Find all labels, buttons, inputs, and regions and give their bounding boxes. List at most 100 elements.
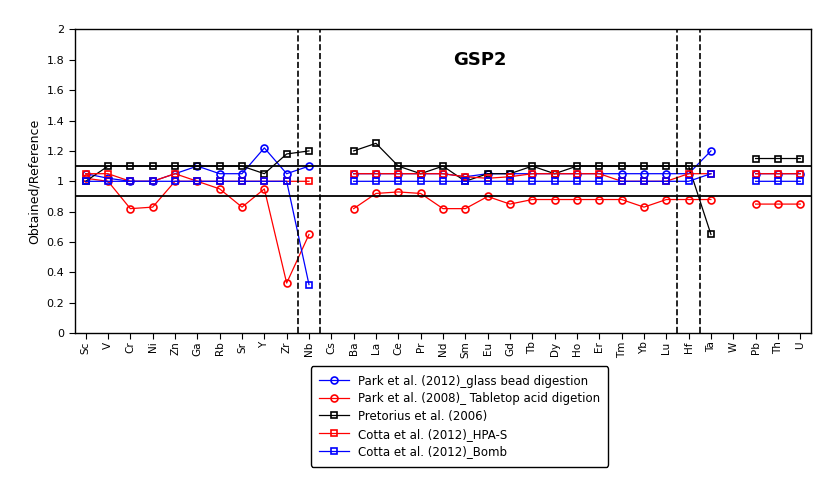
Park et al. (2012)_glass bead digestion: [504, 171, 514, 177]
Cotta et al. (2012)_Bomb: [571, 178, 581, 184]
Pretorius et al. (2006): [348, 148, 358, 154]
Cotta et al. (2012)_Bomb: [237, 178, 246, 184]
Cotta et al. (2012)_HPA-S: [437, 171, 447, 177]
Cotta et al. (2012)_HPA-S: [705, 171, 715, 177]
Park et al. (2012)_glass bead digestion: [348, 171, 358, 177]
Park et al. (2008)_ Tabletop acid digetion: [393, 189, 403, 195]
Cotta et al. (2012)_HPA-S: [527, 171, 537, 177]
Cotta et al. (2012)_HPA-S: [772, 171, 782, 177]
Park et al. (2012)_glass bead digestion: [795, 171, 805, 177]
Park et al. (2008)_ Tabletop acid digetion: [616, 196, 626, 202]
Cotta et al. (2012)_Bomb: [705, 171, 715, 177]
Cotta et al. (2012)_Bomb: [170, 178, 179, 184]
Cotta et al. (2012)_HPA-S: [616, 178, 626, 184]
Park et al. (2008)_ Tabletop acid digetion: [705, 196, 715, 202]
Park et al. (2012)_glass bead digestion: [460, 174, 470, 180]
Line: Cotta et al. (2012)_Bomb: Cotta et al. (2012)_Bomb: [82, 170, 803, 288]
Pretorius et al. (2006): [192, 163, 202, 169]
Park et al. (2008)_ Tabletop acid digetion: [795, 201, 805, 207]
Y-axis label: Obtained/Reference: Obtained/Reference: [28, 119, 41, 244]
Park et al. (2008)_ Tabletop acid digetion: [638, 204, 648, 210]
Cotta et al. (2012)_Bomb: [80, 178, 90, 184]
Park et al. (2012)_glass bead digestion: [147, 178, 157, 184]
Pretorius et al. (2006): [549, 171, 559, 177]
Park et al. (2012)_glass bead digestion: [772, 171, 782, 177]
Park et al. (2008)_ Tabletop acid digetion: [437, 206, 447, 212]
Park et al. (2012)_glass bead digestion: [103, 175, 112, 181]
Park et al. (2012)_glass bead digestion: [125, 178, 135, 184]
Park et al. (2012)_glass bead digestion: [750, 171, 760, 177]
Cotta et al. (2012)_HPA-S: [170, 171, 179, 177]
Park et al. (2008)_ Tabletop acid digetion: [80, 175, 90, 181]
Park et al. (2008)_ Tabletop acid digetion: [125, 206, 135, 212]
Cotta et al. (2012)_Bomb: [214, 178, 224, 184]
Cotta et al. (2012)_Bomb: [437, 178, 447, 184]
Park et al. (2008)_ Tabletop acid digetion: [259, 186, 269, 192]
Cotta et al. (2012)_HPA-S: [259, 178, 269, 184]
Park et al. (2008)_ Tabletop acid digetion: [683, 196, 693, 202]
Park et al. (2012)_glass bead digestion: [437, 171, 447, 177]
Cotta et al. (2012)_Bomb: [482, 178, 492, 184]
Park et al. (2012)_glass bead digestion: [214, 171, 224, 177]
Cotta et al. (2012)_Bomb: [616, 178, 626, 184]
Pretorius et al. (2006): [772, 156, 782, 162]
Pretorius et al. (2006): [571, 163, 581, 169]
Cotta et al. (2012)_Bomb: [393, 178, 403, 184]
Park et al. (2012)_glass bead digestion: [237, 171, 246, 177]
Park et al. (2012)_glass bead digestion: [683, 171, 693, 177]
Pretorius et al. (2006): [460, 178, 470, 184]
Pretorius et al. (2006): [750, 156, 760, 162]
Pretorius et al. (2006): [415, 171, 425, 177]
Cotta et al. (2012)_Bomb: [594, 178, 604, 184]
Pretorius et al. (2006): [482, 171, 492, 177]
Park et al. (2012)_glass bead digestion: [571, 171, 581, 177]
Park et al. (2012)_glass bead digestion: [594, 171, 604, 177]
Park et al. (2008)_ Tabletop acid digetion: [549, 196, 559, 202]
Cotta et al. (2012)_HPA-S: [125, 178, 135, 184]
Park et al. (2012)_glass bead digestion: [281, 171, 291, 177]
Park et al. (2012)_glass bead digestion: [304, 163, 313, 169]
Pretorius et al. (2006): [259, 171, 269, 177]
Park et al. (2008)_ Tabletop acid digetion: [415, 191, 425, 196]
Park et al. (2012)_glass bead digestion: [705, 148, 715, 154]
Park et al. (2008)_ Tabletop acid digetion: [504, 201, 514, 207]
Park et al. (2012)_glass bead digestion: [482, 171, 492, 177]
Park et al. (2008)_ Tabletop acid digetion: [527, 196, 537, 202]
Park et al. (2012)_glass bead digestion: [393, 171, 403, 177]
Pretorius et al. (2006): [170, 163, 179, 169]
Cotta et al. (2012)_HPA-S: [214, 178, 224, 184]
Pretorius et al. (2006): [393, 163, 403, 169]
Park et al. (2012)_glass bead digestion: [370, 171, 380, 177]
Cotta et al. (2012)_Bomb: [772, 178, 782, 184]
Cotta et al. (2012)_HPA-S: [571, 171, 581, 177]
Park et al. (2008)_ Tabletop acid digetion: [214, 186, 224, 192]
Park et al. (2008)_ Tabletop acid digetion: [348, 206, 358, 212]
Cotta et al. (2012)_Bomb: [661, 178, 671, 184]
Cotta et al. (2012)_Bomb: [103, 178, 112, 184]
Cotta et al. (2012)_HPA-S: [415, 171, 425, 177]
Cotta et al. (2012)_Bomb: [281, 178, 291, 184]
Pretorius et al. (2006): [304, 148, 313, 154]
Cotta et al. (2012)_Bomb: [750, 178, 760, 184]
Park et al. (2008)_ Tabletop acid digetion: [304, 232, 313, 238]
Park et al. (2012)_glass bead digestion: [80, 171, 90, 177]
Cotta et al. (2012)_HPA-S: [281, 178, 291, 184]
Cotta et al. (2012)_HPA-S: [482, 175, 492, 181]
Cotta et al. (2012)_HPA-S: [147, 178, 157, 184]
Cotta et al. (2012)_HPA-S: [795, 171, 805, 177]
Line: Park et al. (2008)_ Tabletop acid digetion: Park et al. (2008)_ Tabletop acid digeti…: [82, 175, 803, 287]
Cotta et al. (2012)_Bomb: [415, 178, 425, 184]
Park et al. (2012)_glass bead digestion: [616, 171, 626, 177]
Cotta et al. (2012)_Bomb: [348, 178, 358, 184]
Cotta et al. (2012)_Bomb: [370, 178, 380, 184]
Pretorius et al. (2006): [705, 232, 715, 238]
Pretorius et al. (2006): [527, 163, 537, 169]
Park et al. (2008)_ Tabletop acid digetion: [750, 201, 760, 207]
Pretorius et al. (2006): [661, 163, 671, 169]
Park et al. (2008)_ Tabletop acid digetion: [571, 196, 581, 202]
Pretorius et al. (2006): [795, 156, 805, 162]
Park et al. (2008)_ Tabletop acid digetion: [661, 196, 671, 202]
Cotta et al. (2012)_HPA-S: [103, 171, 112, 177]
Line: Cotta et al. (2012)_HPA-S: Cotta et al. (2012)_HPA-S: [82, 170, 803, 185]
Line: Pretorius et al. (2006): Pretorius et al. (2006): [82, 140, 803, 238]
